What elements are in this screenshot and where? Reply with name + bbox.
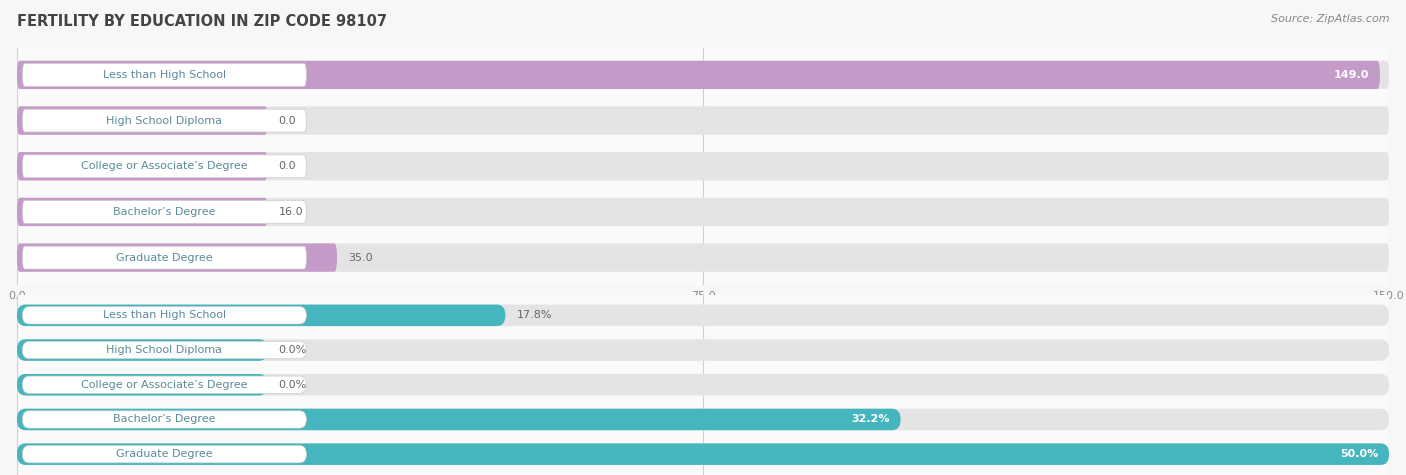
FancyBboxPatch shape <box>17 243 1389 272</box>
FancyBboxPatch shape <box>17 61 1379 89</box>
FancyBboxPatch shape <box>17 106 1389 135</box>
FancyBboxPatch shape <box>17 304 505 326</box>
Text: High School Diploma: High School Diploma <box>107 115 222 125</box>
Text: Less than High School: Less than High School <box>103 70 226 80</box>
FancyBboxPatch shape <box>17 339 267 361</box>
Text: 149.0: 149.0 <box>1334 70 1369 80</box>
FancyBboxPatch shape <box>17 243 337 272</box>
FancyBboxPatch shape <box>22 200 307 223</box>
Text: Source: ZipAtlas.com: Source: ZipAtlas.com <box>1271 14 1389 24</box>
Text: 0.0%: 0.0% <box>278 380 307 390</box>
Text: FERTILITY BY EDUCATION IN ZIP CODE 98107: FERTILITY BY EDUCATION IN ZIP CODE 98107 <box>17 14 387 29</box>
FancyBboxPatch shape <box>17 152 1389 180</box>
Text: Bachelor’s Degree: Bachelor’s Degree <box>112 207 215 217</box>
FancyBboxPatch shape <box>22 109 307 132</box>
Text: 0.0: 0.0 <box>278 161 297 171</box>
FancyBboxPatch shape <box>17 152 267 180</box>
FancyBboxPatch shape <box>22 342 307 359</box>
Text: High School Diploma: High School Diploma <box>107 345 222 355</box>
Text: College or Associate’s Degree: College or Associate’s Degree <box>82 161 247 171</box>
FancyBboxPatch shape <box>22 246 307 269</box>
FancyBboxPatch shape <box>17 374 1389 396</box>
Text: Graduate Degree: Graduate Degree <box>117 449 212 459</box>
FancyBboxPatch shape <box>17 374 267 396</box>
FancyBboxPatch shape <box>17 198 1389 226</box>
FancyBboxPatch shape <box>17 198 267 226</box>
FancyBboxPatch shape <box>17 106 267 135</box>
Text: 16.0: 16.0 <box>278 207 304 217</box>
FancyBboxPatch shape <box>22 307 307 324</box>
Text: 35.0: 35.0 <box>349 253 373 263</box>
FancyBboxPatch shape <box>22 376 307 393</box>
FancyBboxPatch shape <box>17 304 1389 326</box>
FancyBboxPatch shape <box>17 408 1389 430</box>
Text: College or Associate’s Degree: College or Associate’s Degree <box>82 380 247 390</box>
FancyBboxPatch shape <box>22 446 307 463</box>
Text: 17.8%: 17.8% <box>516 310 553 320</box>
FancyBboxPatch shape <box>17 444 1389 465</box>
Text: 32.2%: 32.2% <box>851 415 890 425</box>
FancyBboxPatch shape <box>17 61 1389 89</box>
FancyBboxPatch shape <box>22 411 307 428</box>
Text: Less than High School: Less than High School <box>103 310 226 320</box>
FancyBboxPatch shape <box>17 408 901 430</box>
Text: 0.0: 0.0 <box>278 115 297 125</box>
FancyBboxPatch shape <box>17 339 1389 361</box>
FancyBboxPatch shape <box>22 64 307 86</box>
FancyBboxPatch shape <box>22 155 307 178</box>
Text: Graduate Degree: Graduate Degree <box>117 253 212 263</box>
Text: Bachelor’s Degree: Bachelor’s Degree <box>112 415 215 425</box>
Text: 50.0%: 50.0% <box>1340 449 1378 459</box>
FancyBboxPatch shape <box>17 444 1389 465</box>
Text: 0.0%: 0.0% <box>278 345 307 355</box>
